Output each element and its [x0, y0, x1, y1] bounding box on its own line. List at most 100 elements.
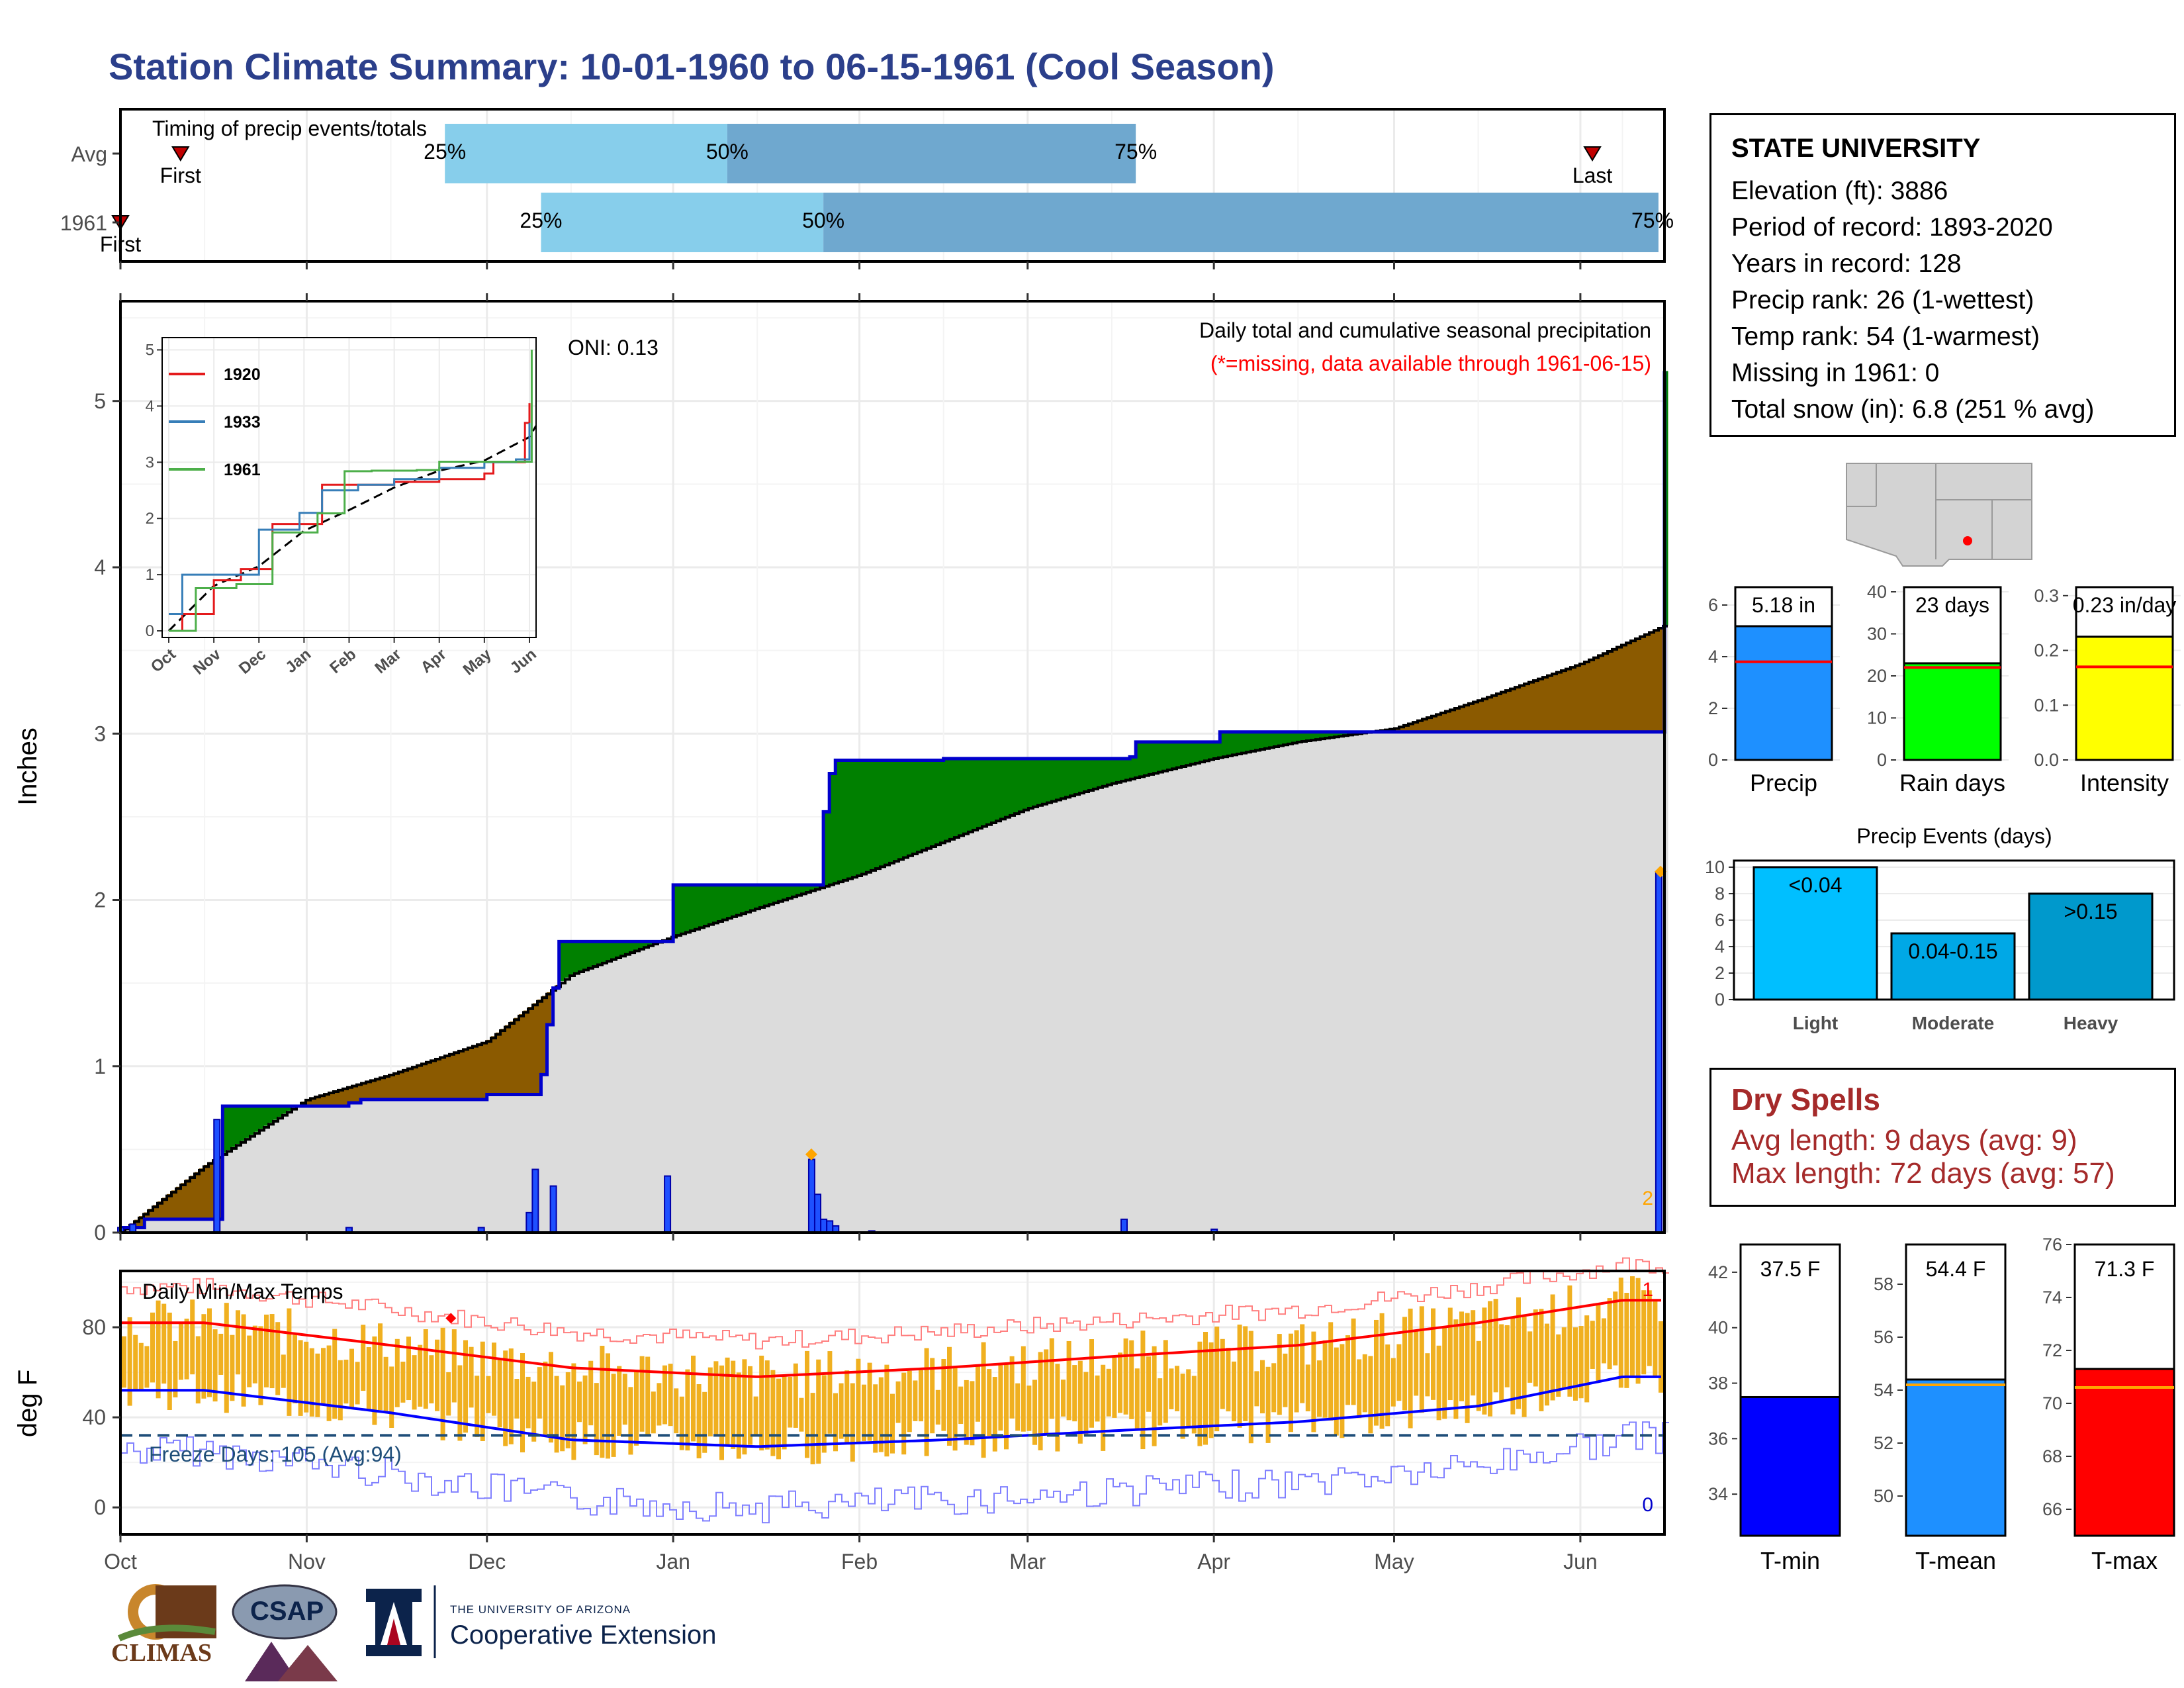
cumulative-base-fill	[778, 900, 784, 1233]
above-average-fill	[269, 1106, 274, 1123]
daily-temp-bar	[549, 1352, 553, 1443]
above-average-fill	[250, 1106, 255, 1135]
above-average-fill	[737, 884, 742, 915]
daily-precip-bar	[820, 1218, 828, 1234]
temp-summary-y-tick-label: 54	[1874, 1380, 1893, 1400]
csap-logo	[232, 1584, 338, 1681]
daily-temp-bar	[1049, 1338, 1054, 1419]
daily-temp-bar	[1066, 1340, 1071, 1421]
daily-temp-bar	[287, 1308, 292, 1416]
cumulative-base-fill	[1112, 782, 1117, 1233]
above-average-fill	[843, 760, 848, 880]
cumulative-base-fill	[1432, 731, 1437, 1233]
above-average-fill	[1228, 731, 1233, 756]
cumulative-base-fill	[1357, 733, 1363, 1233]
daily-temp-bar	[161, 1303, 167, 1384]
above-average-fill	[1288, 731, 1293, 744]
daily-temp-bar	[1009, 1356, 1015, 1419]
above-average-fill	[760, 884, 765, 907]
below-average-fill	[1418, 720, 1423, 732]
temp-summary-y-tick-label: 74	[2042, 1288, 2062, 1307]
temp-summary-y-tick-label: 34	[1708, 1484, 1728, 1504]
cumulative-base-fill	[1399, 731, 1404, 1233]
precip-y-tick-label: 1	[94, 1055, 106, 1078]
cumulative-base-fill	[1028, 807, 1034, 1233]
cumulative-base-fill	[1154, 773, 1159, 1233]
daily-temp-bar	[1083, 1372, 1089, 1436]
cumulative-base-fill	[1279, 745, 1284, 1233]
cumulative-base-fill	[945, 840, 950, 1233]
cumulative-base-fill	[718, 920, 723, 1233]
below-average-fill	[1459, 706, 1465, 732]
above-average-fill	[834, 760, 839, 883]
daily-temp-bar	[195, 1336, 201, 1404]
above-average-fill	[1116, 758, 1122, 782]
above-average-fill	[723, 884, 728, 919]
summary-bar-label: Rain days	[1899, 769, 2005, 796]
daily-temp-bar	[964, 1380, 969, 1445]
daily-temp-bar	[150, 1312, 155, 1383]
cumulative-base-fill	[375, 1100, 381, 1233]
below-average-fill	[486, 1039, 492, 1095]
cumulative-base-fill	[746, 911, 751, 1233]
timing-frame	[119, 108, 1666, 263]
cumulative-base-fill	[1418, 731, 1423, 1233]
daily-temp-bar	[1322, 1340, 1328, 1418]
precip-subtitle: Daily total and cumulative seasonal prec…	[1199, 318, 1651, 342]
summary-bar	[1903, 662, 2002, 761]
inset-legend-label: 1920	[224, 365, 261, 384]
below-average-fill	[1547, 675, 1553, 732]
daily-temp-bar	[1641, 1290, 1647, 1375]
daily-temp-bar	[1653, 1301, 1658, 1377]
dry-spells-box: Dry Spells Avg length: 9 days (avg: 9) M…	[1709, 1068, 2176, 1207]
daily-temp-bar	[1453, 1319, 1459, 1419]
cumulative-base-fill	[565, 977, 570, 1233]
cumulative-base-fill	[556, 988, 561, 1233]
daily-precip-bar	[664, 1175, 672, 1233]
below-average-fill	[440, 1056, 445, 1100]
below-average-fill	[449, 1053, 455, 1100]
below-average-fill	[1515, 686, 1520, 732]
daily-temp-bar	[1482, 1307, 1487, 1415]
daily-temp-bar	[1265, 1366, 1271, 1443]
daily-temp-bar	[930, 1358, 935, 1434]
cumulative-base-fill	[371, 1100, 376, 1233]
summary-y-tick-label: 0.1	[2034, 695, 2059, 715]
temp-summary-y-tick-label: 40	[1708, 1318, 1728, 1338]
station-info-line: Missing in 1961: 0	[1731, 359, 1940, 387]
cumulative-base-fill	[134, 1227, 140, 1233]
daily-temp-bar	[816, 1359, 821, 1464]
cumulative-base-fill	[973, 829, 978, 1233]
daily-temp-bar	[1089, 1339, 1094, 1428]
summary-value-box	[1734, 586, 1833, 628]
temp-y-tick-label: 40	[82, 1405, 106, 1429]
cumulative-base-fill	[1441, 731, 1446, 1233]
below-average-fill	[398, 1071, 404, 1100]
precip-events-bar	[2028, 892, 2154, 1001]
daily-temp-bar	[258, 1326, 263, 1405]
below-average-fill	[1621, 643, 1627, 732]
cumulative-base-fill	[533, 1094, 538, 1233]
daily-temp-bar	[731, 1360, 736, 1449]
cumulative-base-fill	[987, 823, 992, 1233]
daily-temp-bar	[662, 1365, 667, 1425]
cumulative-base-fill	[788, 898, 793, 1233]
above-average-fill	[255, 1106, 260, 1132]
precip-events-x-label: Heavy	[2064, 1013, 2118, 1033]
cumulative-base-fill	[1265, 748, 1270, 1233]
above-average-fill	[801, 884, 807, 894]
daily-temp-bar	[497, 1360, 502, 1428]
daily-temp-bar	[634, 1370, 639, 1446]
cumulative-base-fill	[1459, 731, 1465, 1233]
daily-temp-bar	[1271, 1363, 1277, 1413]
daily-temp-bar	[1237, 1325, 1242, 1428]
cumulative-base-fill	[727, 917, 733, 1233]
inset-y-tick-label: 0	[146, 622, 154, 640]
above-average-fill	[612, 941, 617, 959]
cumulative-base-fill	[755, 908, 760, 1233]
daily-temp-bar	[1351, 1318, 1356, 1405]
daily-temp-bar	[719, 1365, 724, 1460]
daily-temp-bar	[514, 1379, 520, 1419]
daily-temp-bar	[1163, 1340, 1168, 1423]
climas-wordmark: CLIMAS	[111, 1639, 212, 1667]
